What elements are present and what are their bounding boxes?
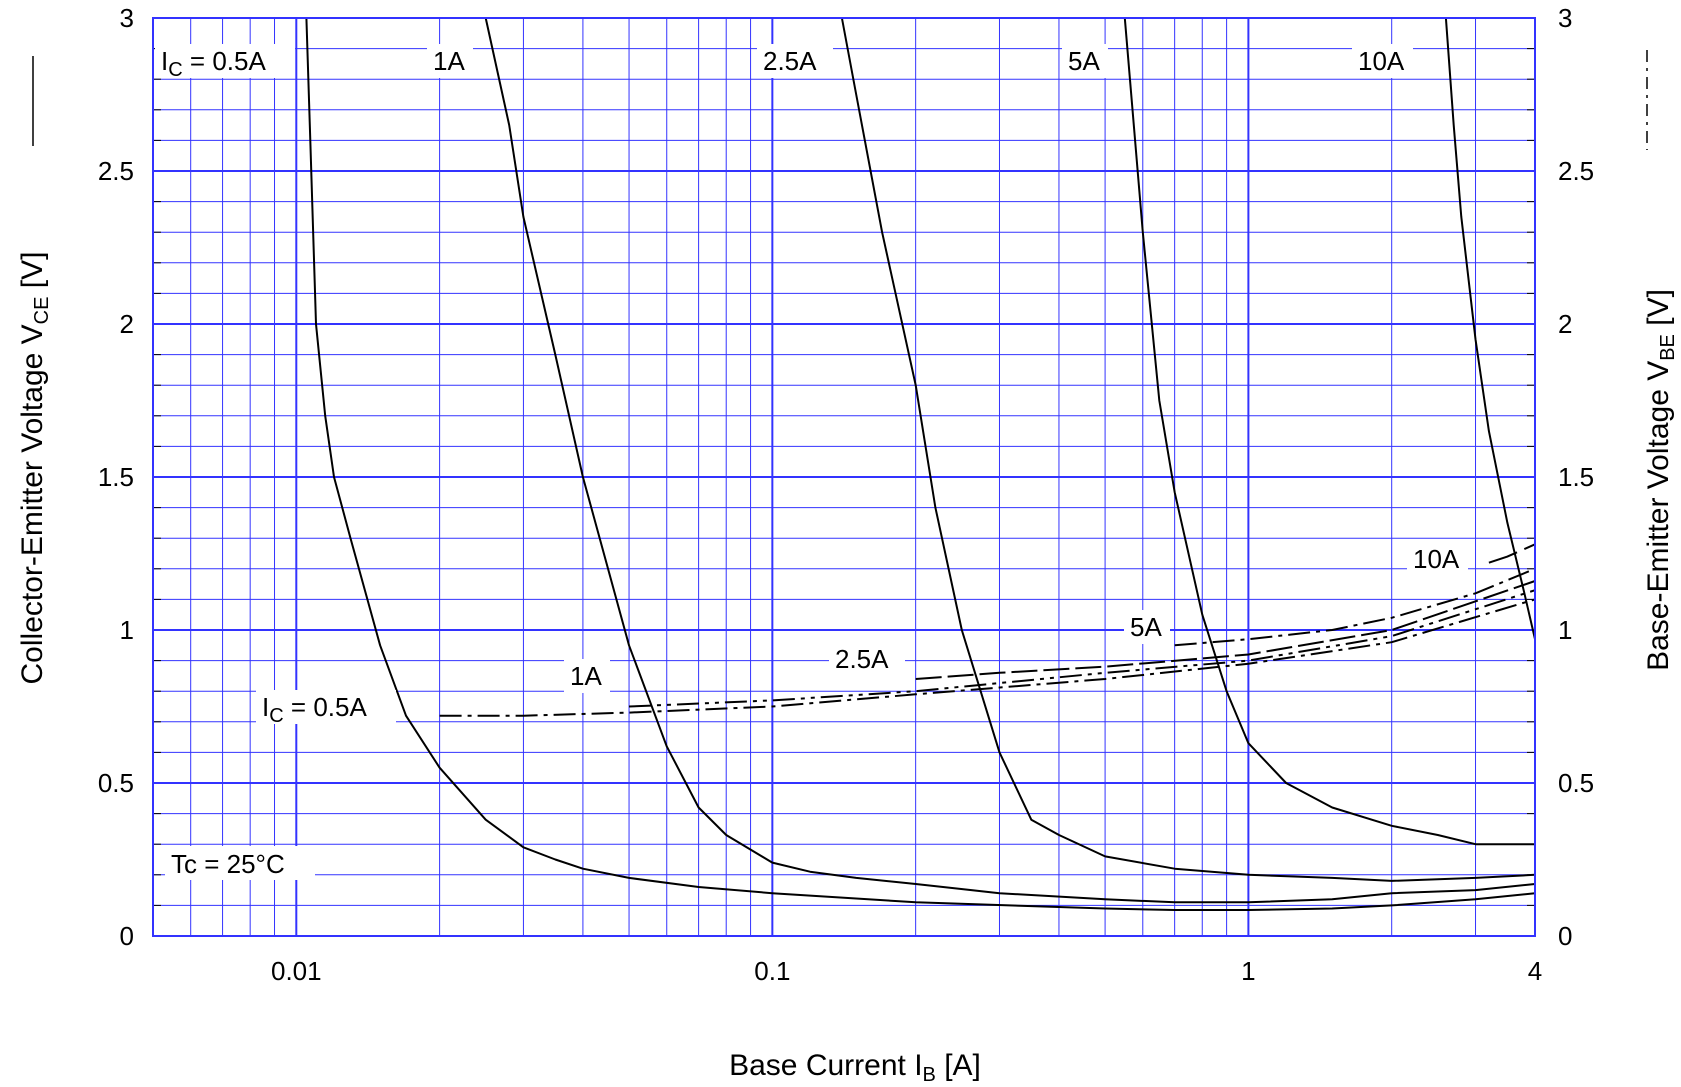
x-tick-label: 0.1 xyxy=(754,956,790,986)
y2-tick-label: 2.5 xyxy=(1558,156,1594,186)
vce-curve-label: 2.5A xyxy=(763,46,817,76)
vce-curve xyxy=(1444,17,1536,640)
vce-curve-label-bg xyxy=(155,44,295,78)
vbe-curve xyxy=(915,580,1536,680)
vbe-curve-label-bg xyxy=(1124,610,1170,644)
y2-tick-label: 3 xyxy=(1558,3,1572,33)
x-axis-title: Base Current IB [A] xyxy=(729,1049,981,1086)
x-axis-title-main: Base Current I xyxy=(729,1049,922,1082)
vce-curve-label-bg xyxy=(1352,44,1413,78)
y-axis-title-main: Collector-Emitter Voltage V xyxy=(16,324,49,684)
x-tick-label: 4 xyxy=(1528,956,1542,986)
vbe-curve xyxy=(628,589,1536,708)
vbe-curve-label-bg xyxy=(564,659,610,693)
y2-axis-title: Base-Emitter Voltage VBE [V] xyxy=(1642,289,1679,671)
vbe-curve-label-bg xyxy=(1407,542,1468,576)
vbe-curve-label: 2.5A xyxy=(835,644,889,674)
vce-curve xyxy=(484,17,1536,904)
y2-axis-title-sub: BE xyxy=(1657,334,1679,361)
y-axis-title-unit: [V] xyxy=(16,252,49,297)
vbe-curve-label-bg xyxy=(829,642,905,676)
temperature-annotation: Tc = 25°C xyxy=(171,849,285,879)
x-tick-label: 1 xyxy=(1241,956,1255,986)
y-tick-label: 0 xyxy=(120,921,134,951)
y2-axis-title-unit: [V] xyxy=(1642,289,1675,334)
vbe-curve-label: 10A xyxy=(1413,544,1460,574)
y2-tick-label: 2 xyxy=(1558,309,1572,339)
x-axis-title-sub: B xyxy=(923,1064,936,1086)
y-tick-label: 3 xyxy=(120,3,134,33)
temperature-annotation-bg xyxy=(165,846,315,880)
y2-tick-label: 0 xyxy=(1558,921,1572,951)
grid xyxy=(152,17,1536,937)
y-tick-label: 1 xyxy=(120,615,134,645)
y-axis-title-sub: CE xyxy=(31,297,53,325)
x-tick-label: 0.01 xyxy=(271,956,322,986)
vce-curve-label-bg xyxy=(427,44,473,78)
y2-tick-label: 0.5 xyxy=(1558,768,1594,798)
vce-curve-label-bg xyxy=(757,44,833,78)
vce-curve xyxy=(305,17,1536,911)
vbe-curve xyxy=(1174,567,1536,647)
y-tick-label: 1.5 xyxy=(98,462,134,492)
x-axis-title-unit: [A] xyxy=(936,1049,981,1082)
vbe-curve-label: 1A xyxy=(570,661,602,691)
vce-curve xyxy=(840,17,1536,882)
y-tick-label: 2.5 xyxy=(98,156,134,186)
y2-tick-label: 1 xyxy=(1558,615,1572,645)
plot-series xyxy=(305,17,1536,911)
vce-curve-label: 1A xyxy=(433,46,465,76)
y-tick-label: 0.5 xyxy=(98,768,134,798)
vbe-curve-label: IC = 0.5A xyxy=(262,692,367,727)
vce-curve xyxy=(1123,17,1535,846)
y-axis-title: Collector-Emitter Voltage VCE [V] xyxy=(16,252,53,685)
vbe-curve-label-bg xyxy=(256,690,396,724)
vce-curve-label: 5A xyxy=(1068,46,1100,76)
vbe-curve xyxy=(1488,543,1536,564)
y2-tick-label: 1.5 xyxy=(1558,462,1594,492)
vce-curve-label: IC = 0.5A xyxy=(161,46,266,81)
plot-frame xyxy=(152,17,1536,937)
curve-labels: IC = 0.5A 1A 2.5A 5A 10A IC = 0.5A 1A 2.5A 5A 10A… xyxy=(155,44,1468,880)
vbe-curve-label: 5A xyxy=(1130,612,1162,642)
vce-curve-label: 10A xyxy=(1358,46,1405,76)
y2-axis-title-main: Base-Emitter Voltage V xyxy=(1642,361,1675,671)
vce-curve-label-bg xyxy=(1062,44,1108,78)
vbe-curve xyxy=(439,598,1536,717)
y-tick-label: 2 xyxy=(120,309,134,339)
